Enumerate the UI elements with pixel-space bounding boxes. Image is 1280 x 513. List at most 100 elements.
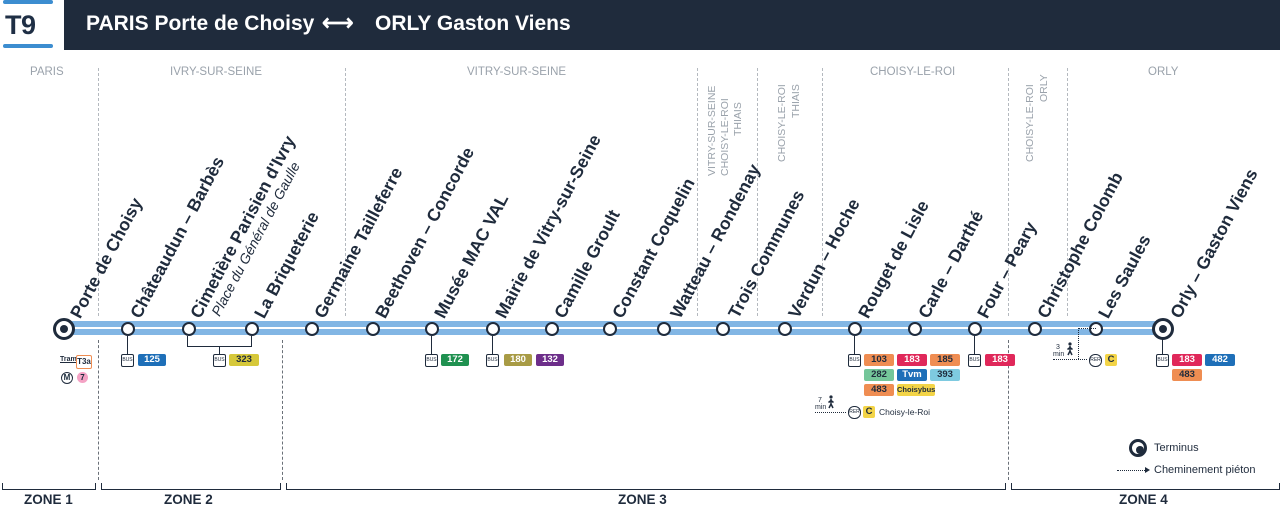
zone-label: ZONE 4: [1119, 492, 1168, 507]
legend-terminus-icon: [1129, 439, 1147, 457]
commune-vitry-choisy-thiais-3: THIAIS: [732, 102, 744, 136]
commune-choisy-orly-1: CHOISY-LE-ROI: [1024, 84, 1036, 162]
stop-marker[interactable]: [657, 322, 671, 336]
bus-badge[interactable]: Choisybus: [897, 384, 936, 396]
rer-tag: RER: [1089, 354, 1102, 367]
commune-ivry: IVRY-SUR-SEINE: [170, 66, 263, 78]
stop-marker[interactable]: [908, 322, 922, 336]
zone-label: ZONE 3: [618, 492, 667, 507]
station-name[interactable]: Orly – Gaston Viens: [1166, 165, 1262, 322]
bus-badge[interactable]: 183: [1172, 354, 1202, 366]
stop-marker[interactable]: [1028, 322, 1042, 336]
legend-walk-label: Cheminement piéton: [1154, 464, 1256, 476]
title-bar: PARIS Porte de Choisy ⟷ ORLY Gaston Vien…: [64, 0, 1280, 50]
commune-vitry: VITRY-SUR-SEINE: [467, 66, 567, 78]
bus-badge[interactable]: 103: [864, 354, 894, 366]
bus-badge[interactable]: 125: [138, 354, 166, 366]
bus-badge[interactable]: 483: [1172, 369, 1202, 381]
bus-badge[interactable]: 172: [441, 354, 469, 366]
bidirectional-arrow-icon: ⟷: [322, 10, 354, 35]
pedestrian-icon: [828, 395, 834, 409]
rer-line-badge[interactable]: C: [863, 406, 875, 418]
metro-line-badge[interactable]: 7: [77, 372, 88, 383]
zone-bracket: [1011, 483, 1280, 490]
bus-badge[interactable]: 282: [864, 369, 894, 381]
bus-tag: BUS: [486, 354, 499, 367]
stop-marker[interactable]: [425, 322, 439, 336]
bus-tag: BUS: [425, 354, 438, 367]
stop-marker[interactable]: [245, 322, 259, 336]
connector-tick: [1162, 338, 1163, 354]
bus-badge[interactable]: 180: [504, 354, 532, 366]
station-name[interactable]: Four – Peary: [973, 218, 1041, 322]
stop-marker[interactable]: [366, 322, 380, 336]
stop-marker[interactable]: [848, 322, 862, 336]
pedestrian-icon: [1067, 342, 1073, 356]
bus-badge[interactable]: 183: [985, 354, 1015, 366]
connector-tick: [854, 336, 855, 354]
stop-marker[interactable]: [968, 322, 982, 336]
bus-badge[interactable]: 393: [930, 369, 960, 381]
stop-marker[interactable]: [778, 322, 792, 336]
commune-orly: ORLY: [1148, 66, 1179, 78]
zone-label: ZONE 1: [24, 492, 73, 507]
logo-bottom-bar: [3, 44, 53, 48]
legend-arrow-icon: [1145, 467, 1150, 473]
bus-badge[interactable]: 482: [1205, 354, 1235, 366]
stop-marker[interactable]: [121, 322, 135, 336]
commune-divider: [697, 68, 698, 316]
commune-choisy-thiais-2: THIAIS: [790, 84, 802, 118]
commune-divider: [345, 68, 346, 316]
legend-walk-line: [1117, 470, 1147, 471]
walk-path: [1078, 328, 1096, 330]
commune-paris: PARIS: [30, 66, 64, 78]
bus-badge[interactable]: 132: [536, 354, 564, 366]
connector-tick: [431, 336, 432, 354]
bus-badge[interactable]: 323: [229, 354, 259, 366]
header: T9 PARIS Porte de Choisy ⟷ ORLY Gaston V…: [0, 0, 1280, 50]
connector-tick: [127, 336, 128, 354]
station-name[interactable]: Les Saules: [1094, 231, 1155, 322]
stop-marker[interactable]: [545, 322, 559, 336]
rer-line-badge[interactable]: C: [1105, 354, 1117, 366]
terminus-marker[interactable]: [53, 318, 75, 340]
bus-tag: BUS: [1156, 354, 1169, 367]
walk-minutes: 7: [818, 397, 822, 404]
tram-icon: Tram: [60, 356, 77, 363]
stop-marker[interactable]: [603, 322, 617, 336]
logo-top-bar: [3, 0, 53, 4]
bus-badge[interactable]: 483: [864, 384, 894, 396]
stop-marker[interactable]: [182, 322, 196, 336]
connector-tick: [251, 336, 252, 346]
commune-choisy-orly-2: ORLY: [1038, 74, 1050, 102]
commune-divider: [757, 68, 758, 316]
zone-divider: [282, 340, 283, 480]
walk-path: [815, 412, 846, 413]
commune-divider: [98, 68, 99, 316]
stop-marker[interactable]: [305, 322, 319, 336]
bus-badge[interactable]: 185: [930, 354, 960, 366]
stop-marker[interactable]: [1089, 322, 1103, 336]
tram-badge[interactable]: T3a: [76, 355, 92, 369]
zone-bracket: [286, 483, 1006, 490]
connector-tick: [974, 336, 975, 354]
walk-unit: min: [1053, 351, 1065, 358]
bus-tag: BUS: [121, 354, 134, 367]
zone-divider: [98, 340, 99, 480]
title-from: PARIS Porte de Choisy: [86, 12, 315, 35]
bus-tag: BUS: [968, 354, 981, 367]
commune-choisy: CHOISY-LE-ROI: [870, 66, 956, 78]
bus-badge[interactable]: Tvm: [897, 369, 927, 381]
bus-tag: BUS: [848, 354, 861, 367]
zone-label: ZONE 2: [164, 492, 213, 507]
terminus-marker[interactable]: [1152, 318, 1174, 340]
connector-tick: [492, 336, 493, 354]
connector-tick: [219, 346, 220, 354]
title-to: ORLY Gaston Viens: [375, 12, 571, 35]
zone-bracket: [101, 483, 281, 490]
bus-badge[interactable]: 183: [897, 354, 927, 366]
walk-path: [1053, 359, 1087, 360]
stop-marker[interactable]: [716, 322, 730, 336]
station-name[interactable]: Mairie de Vitry-sur-Seine: [491, 131, 605, 322]
stop-marker[interactable]: [486, 322, 500, 336]
